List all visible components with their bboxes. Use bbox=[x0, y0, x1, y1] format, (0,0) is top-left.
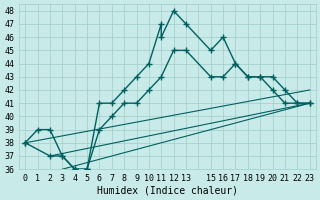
X-axis label: Humidex (Indice chaleur): Humidex (Indice chaleur) bbox=[97, 186, 238, 196]
